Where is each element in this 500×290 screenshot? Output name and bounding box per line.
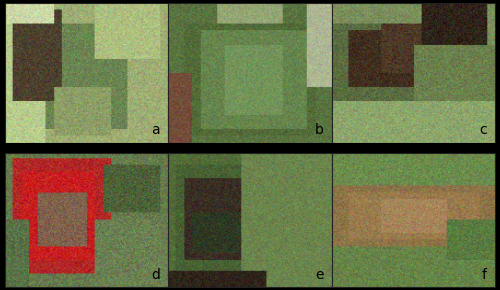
Text: c: c: [479, 123, 487, 137]
Text: a: a: [152, 123, 160, 137]
Text: f: f: [482, 268, 487, 282]
Text: b: b: [314, 123, 324, 137]
Text: d: d: [152, 268, 160, 282]
Text: e: e: [315, 268, 324, 282]
